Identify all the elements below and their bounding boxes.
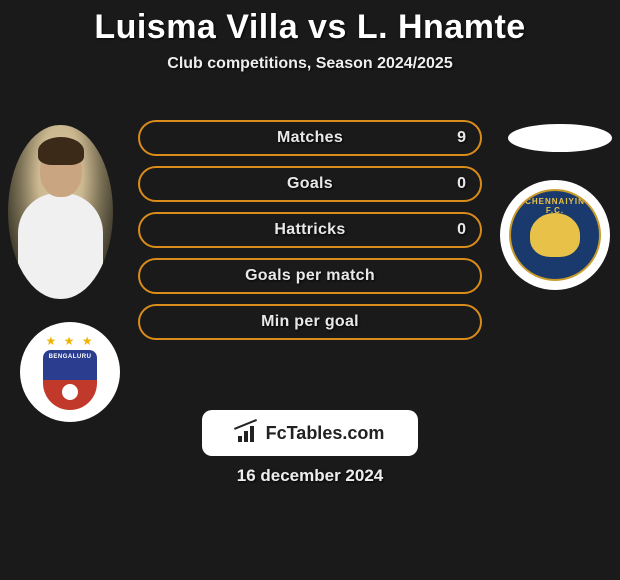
player-photo-right <box>508 124 612 152</box>
season-subtitle: Club competitions, Season 2024/2025 <box>0 55 620 73</box>
date-label: 16 december 2024 <box>0 466 620 486</box>
stat-value-right: 0 <box>457 221 466 239</box>
brand-name: FcTables.com <box>266 423 385 444</box>
stat-row-goals: Goals 0 <box>138 166 482 202</box>
chart-icon <box>236 424 258 442</box>
page-title: Luisma Villa vs L. Hnamte <box>0 0 620 47</box>
mascot-face-icon <box>530 213 580 257</box>
player-body-shape <box>18 193 103 299</box>
player-photo-left <box>8 125 113 299</box>
stat-label: Goals <box>287 175 333 193</box>
stat-value-right: 9 <box>457 129 466 147</box>
club-badge-right: CHENNAIYIN F.C. <box>500 180 610 290</box>
stat-label: Goals per match <box>245 267 375 285</box>
stat-label: Hattricks <box>274 221 345 239</box>
club-badge-left: ★ ★ ★ BENGALURU <box>20 322 120 422</box>
stat-row-goals-per-match: Goals per match <box>138 258 482 294</box>
shield-icon: BENGALURU <box>43 350 97 410</box>
stat-row-hattricks: Hattricks 0 <box>138 212 482 248</box>
stats-list: Matches 9 Goals 0 Hattricks 0 Goals per … <box>138 120 482 350</box>
club-left-name: BENGALURU <box>49 354 92 360</box>
stars-icon: ★ ★ ★ <box>46 334 95 348</box>
club-right-ring: CHENNAIYIN F.C. <box>509 189 601 281</box>
stat-label: Matches <box>277 129 343 147</box>
stat-row-matches: Matches 9 <box>138 120 482 156</box>
stat-row-min-per-goal: Min per goal <box>138 304 482 340</box>
player-hair-shape <box>38 137 84 165</box>
stat-value-right: 0 <box>457 175 466 193</box>
brand-box[interactable]: FcTables.com <box>202 410 418 456</box>
comparison-card: Luisma Villa vs L. Hnamte Club competiti… <box>0 0 620 580</box>
football-icon <box>62 384 78 400</box>
stat-label: Min per goal <box>261 313 359 331</box>
